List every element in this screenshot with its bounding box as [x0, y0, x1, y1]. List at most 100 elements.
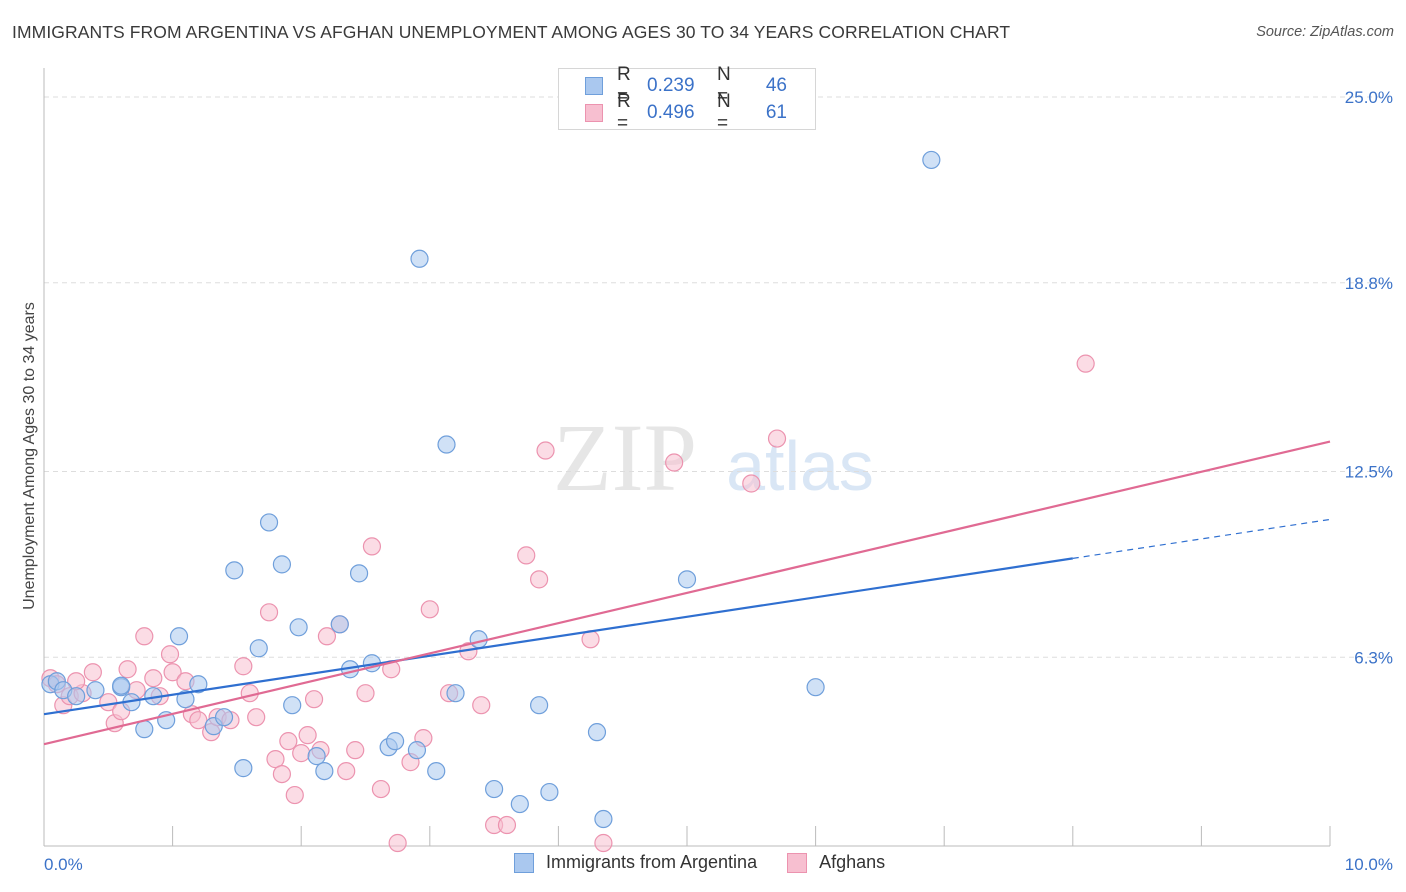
afghans-point [285, 785, 304, 805]
afghans-point [1076, 354, 1095, 373]
series-label-afghans: Afghans [819, 852, 886, 872]
afghans-point [292, 744, 311, 763]
argentina-point [510, 794, 529, 814]
argentina-point [410, 249, 429, 268]
correlation-legend: R = 0.239 N = 46 R = 0.496 N = 61 [558, 64, 816, 134]
argentina-point [249, 639, 268, 658]
series-swatch-afghans [787, 852, 808, 873]
afghans-point [665, 453, 684, 472]
afghans-point [83, 663, 102, 682]
legend-n-value: 61 [765, 102, 787, 123]
afghans-point [234, 657, 253, 676]
grid [44, 96, 1390, 658]
argentina-point [289, 618, 308, 637]
y-tick-label: 12.5% [1345, 463, 1393, 482]
argentina-point [135, 720, 154, 739]
argentina-point [530, 696, 549, 715]
afghans-point [272, 764, 292, 784]
argentina-point [806, 678, 825, 697]
legend-r-value: 0.496 [647, 102, 695, 123]
argentina-point [86, 681, 105, 700]
y-tick-label: 25.0% [1345, 88, 1393, 107]
argentina-point [189, 675, 208, 694]
argentina-point [315, 761, 334, 781]
afghans-point [530, 570, 549, 589]
argentina-point [234, 759, 253, 778]
afghans-point [371, 779, 391, 799]
afghans-point [356, 684, 375, 703]
argentina-point [385, 732, 405, 751]
tick-labels: 6.3% 12.5% 18.8% 25.0% 0.0% 10.0% [44, 88, 1393, 874]
afghans-point [517, 546, 536, 565]
afghans-point [298, 726, 317, 745]
afghans-point [388, 833, 407, 853]
afghans-point [346, 741, 365, 760]
argentina-point [587, 723, 607, 742]
argentina-point [112, 676, 131, 695]
source-label: Source: ZipAtlas.com [1256, 24, 1394, 40]
legend-n-label: N = [717, 64, 731, 107]
argentina-point [272, 555, 292, 574]
afghans-point [118, 660, 137, 679]
argentina-point [594, 809, 613, 829]
afghans-point [337, 761, 356, 781]
legend-row-argentina: R = 0.239 N = 46 [585, 64, 787, 107]
series-label-argentina: Immigrants from Argentina [546, 852, 758, 872]
afghans-point [135, 627, 154, 646]
afghans-point [420, 600, 439, 619]
afghans-point [259, 603, 279, 622]
argentina-point [176, 690, 195, 709]
watermark-atlas: atlas [726, 427, 874, 505]
afghans-point [189, 711, 208, 730]
argentina-point [469, 630, 488, 649]
argentina-point [67, 687, 86, 706]
argentina-point [330, 615, 349, 634]
argentina-point [225, 561, 244, 580]
afghans-trend-line [43, 440, 1331, 746]
legend-swatch-afghans [585, 104, 603, 122]
series-legend-afghans: Afghans [787, 852, 885, 873]
legend-r-label: R = [617, 64, 631, 107]
legend-n-value: 46 [765, 75, 787, 96]
afghans-point [472, 696, 491, 715]
legend-n-label: N = [717, 91, 731, 134]
argentina-point [446, 684, 465, 703]
legend-r-label: R = [617, 91, 631, 134]
afghans-point [266, 750, 285, 769]
axes [43, 68, 1331, 847]
argentina-point [407, 741, 427, 760]
argentina-point [259, 513, 279, 532]
watermark: ZIP atlas [553, 404, 874, 511]
afghans-point [279, 732, 298, 751]
afghans-point [362, 537, 382, 556]
argentina-point [922, 150, 941, 170]
argentina-point [169, 627, 189, 646]
argentina-point [437, 435, 456, 454]
afghans-point [594, 833, 613, 853]
afghans-point [247, 708, 266, 727]
afghans-point [144, 669, 163, 688]
chart-title: IMMIGRANTS FROM ARGENTINA VS AFGHAN UNEM… [12, 22, 1011, 42]
argentina-trend-line [43, 557, 1073, 716]
argentina-trend-extension [1072, 518, 1331, 559]
argentina-points [41, 150, 941, 829]
series-legend-argentina: Immigrants from Argentina [514, 852, 757, 873]
legend-row-afghans: R = 0.496 N = 61 [585, 91, 787, 134]
afghans-point [160, 645, 180, 664]
afghans-point [767, 429, 787, 448]
legend-r-value: 0.239 [647, 75, 695, 96]
x-tick-label: 0.0% [44, 855, 83, 874]
argentina-point [307, 747, 326, 766]
afghans-point [317, 627, 337, 646]
argentina-point [349, 564, 369, 583]
argentina-point [485, 779, 504, 799]
argentina-point [677, 570, 697, 589]
afghans-point [536, 441, 555, 460]
argentina-point [427, 761, 446, 781]
y-tick-label: 18.8% [1345, 274, 1393, 293]
argentina-point [540, 782, 559, 802]
trend-lines [43, 440, 1331, 746]
series-swatch-argentina [514, 852, 534, 873]
afghans-point [163, 663, 182, 682]
